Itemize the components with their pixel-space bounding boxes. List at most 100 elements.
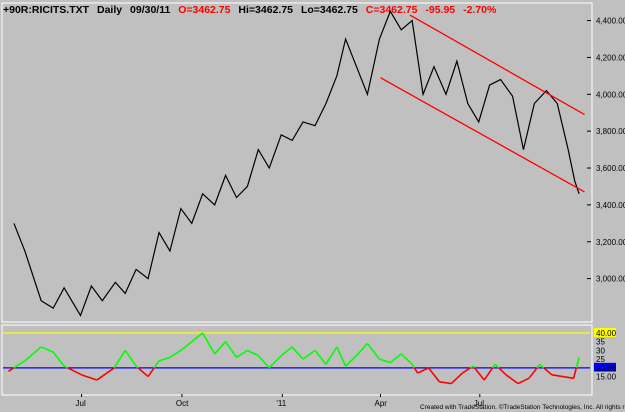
date-tick-label: Oct (176, 399, 189, 408)
oscillator-segment-below (413, 367, 419, 374)
oscillator-segment-below (483, 367, 494, 381)
oscillator-segment-above (180, 341, 193, 352)
oscillator-tick-label: 40.00 (596, 329, 617, 338)
oscillator-segment-above (345, 355, 358, 367)
oscillator-segment-above (13, 360, 26, 369)
interval-label: Daily (97, 4, 122, 16)
oscillator-segment-above (400, 353, 413, 365)
oscillator-segment-above (224, 341, 238, 358)
oscillator-segment-below (417, 367, 429, 374)
oscillator-segment-above (472, 365, 476, 369)
date-tick-label: Apr (375, 399, 388, 408)
oscillator-segment-below (498, 367, 507, 376)
oscillator-segment-above (52, 351, 65, 367)
oscillator-segment-below (439, 381, 452, 385)
oscillator-tick-label: 35 (596, 338, 605, 347)
pct-change-value: -2.70% (463, 4, 497, 16)
oscillator-segment-above (113, 349, 126, 369)
low-value: Lo=3462.75 (301, 4, 358, 16)
close-value: C=3462.75 (366, 4, 418, 16)
price-tick-label: 3,800.00 (596, 127, 625, 136)
oscillator-segment-below (543, 367, 553, 376)
oscillator-tick-label: 30 (596, 346, 605, 355)
price-tick-label: 4,400.00 (596, 17, 625, 26)
oscillator-segment-above (314, 349, 327, 365)
date-tick-label: Jul (76, 399, 86, 408)
oscillator-segment-below (505, 374, 519, 385)
oscillator-segment-above (302, 349, 316, 360)
price-panel-frame (1, 2, 593, 323)
footer-credit: Created with TradeStation. ©TradeStation… (420, 403, 625, 411)
channel-upper-line (409, 14, 585, 116)
oscillator-tick-label: 15.00 (596, 373, 617, 382)
oscillator-segment-above (257, 355, 270, 369)
oscillator-segment-below (461, 367, 471, 374)
date-tick-label: Jul (474, 399, 484, 408)
oscillator-segment-below (81, 374, 98, 381)
oscillator-value-box (594, 327, 616, 337)
change-value: -95.95 (425, 4, 455, 16)
price-tick-label: 3,200.00 (596, 238, 625, 247)
date-label: 09/30/11 (130, 4, 170, 16)
oscillator-series (8, 332, 580, 385)
oscillator-value-box (594, 362, 616, 372)
oscillator-panel-frame (1, 324, 593, 396)
oscillator-segment-above (268, 355, 282, 369)
oscillator-segment-above (411, 363, 416, 369)
price-line (13, 10, 580, 317)
oscillator-segment-below (147, 367, 155, 378)
oscillator-segment-below (572, 367, 578, 379)
high-value: Hi=3462.75 (238, 4, 293, 16)
oscillator-segment-above (575, 357, 580, 369)
oscillator-segment-above (539, 363, 545, 369)
oscillator-segment-below (473, 367, 485, 381)
header-line: +90R:RICITS.TXT Daily 09/30/11 O=3462.75… (3, 4, 497, 16)
oscillator-segment-below (562, 375, 574, 380)
oscillator-segment-below (528, 367, 538, 379)
open-value: O=3462.75 (178, 4, 230, 16)
oscillator-segment-below (96, 367, 115, 381)
symbol-label: +90R:RICITS.TXT (3, 4, 90, 16)
oscillator-segment-above (135, 365, 139, 369)
oscillator-segment-above (291, 346, 304, 360)
oscillator-segment-above (355, 342, 369, 357)
oscillator-segment-above (153, 360, 160, 369)
oscillator-segment-below (137, 367, 149, 378)
oscillator-segment-above (280, 346, 293, 357)
oscillator-segment-above (336, 346, 347, 367)
oscillator-segment-above (201, 332, 216, 355)
oscillator-segment-above (236, 349, 248, 359)
date-x-axis: Jul Oct '11 Apr Jul (76, 394, 484, 408)
oscillator-tick-label: 25 (596, 355, 605, 364)
oscillator-segment-above (63, 365, 68, 369)
oscillator-segment-above (389, 353, 402, 364)
channel-lower-line (380, 77, 585, 193)
oscillator-segment-below (67, 367, 82, 376)
oscillator-segment-above (158, 356, 171, 362)
oscillator-segment-below (517, 377, 530, 385)
oscillator-segment-above (379, 358, 391, 364)
price-tick-label: 3,000.00 (596, 275, 625, 284)
oscillator-segment-below (450, 372, 463, 385)
oscillator-value-box (594, 371, 616, 381)
oscillator-segment-above (247, 349, 259, 357)
price-series (13, 10, 580, 317)
oscillator-segment-below (8, 367, 15, 373)
oscillator-segment-above (124, 349, 137, 367)
oscillator-segment-above (214, 341, 227, 355)
oscillator-segment-above (325, 346, 338, 365)
oscillator-segment-above (470, 365, 474, 369)
oscillator-segment-above (40, 346, 54, 353)
oscillator-segment-below (551, 374, 563, 378)
oscillator-segment-above (366, 342, 381, 360)
oscillator-segment-below (427, 367, 441, 383)
price-tick-label: 3,600.00 (596, 164, 625, 173)
trend-channel (380, 14, 585, 193)
oscillator-segment-above (191, 332, 204, 343)
oscillator-tick-label: 20.00 (596, 364, 617, 373)
oscillator-segment-above (494, 363, 500, 369)
date-tick-label: '11 (276, 399, 286, 408)
